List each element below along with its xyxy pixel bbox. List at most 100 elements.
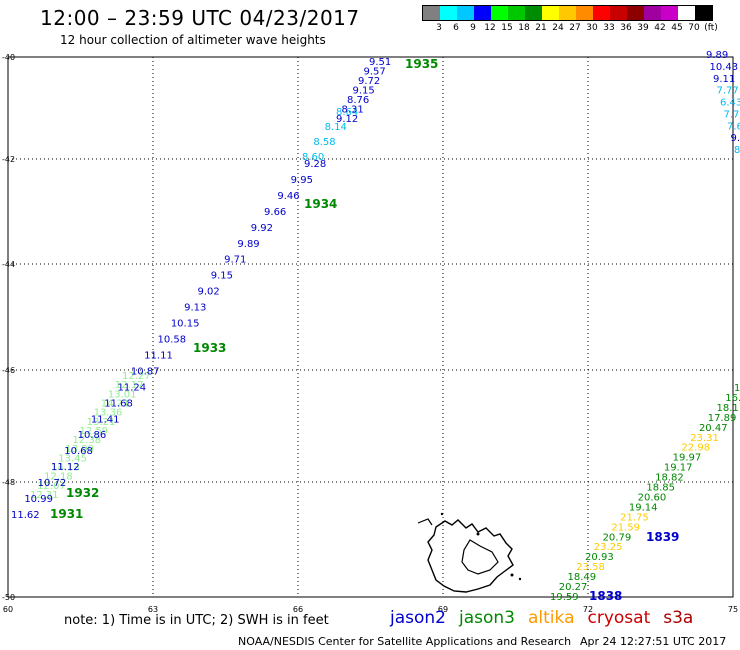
pass-time-marker: 1838: [589, 589, 622, 603]
wave-height-value: 8: [734, 145, 740, 156]
islet-outline: [417, 518, 433, 526]
wave-height-value: 21.75: [620, 512, 649, 523]
wave-height-value: 9.: [731, 133, 740, 144]
wave-height-value: 20.60: [638, 492, 667, 503]
satellite-label-altika: altika: [528, 608, 575, 628]
wave-height-value: 20.79: [603, 532, 632, 543]
legend-swatch: [559, 6, 576, 20]
islet-dot: [518, 577, 522, 581]
wave-height-value: 13.01: [108, 389, 137, 400]
legend-label: 9: [470, 23, 476, 33]
x-axis-label: 69: [438, 605, 448, 614]
wave-height-value: 23.25: [594, 542, 623, 553]
map-subtitle: 12 hour collection of altimeter wave hei…: [60, 33, 326, 47]
pass-time-marker: 1932: [66, 486, 99, 500]
wave-height-value: 19.59: [550, 592, 579, 603]
x-axis-label: 63: [148, 605, 158, 614]
wave-height-value: 9.89: [237, 239, 259, 250]
wave-height-value: 11.62: [11, 510, 40, 521]
wave-height-value: 13.21: [87, 417, 116, 428]
wave-height-value: 10.15: [171, 319, 200, 330]
legend-label: 24: [552, 23, 564, 33]
legend-swatch: [457, 6, 474, 20]
wave-height-value: 21.59: [611, 522, 640, 533]
wave-height-value: 18.82: [655, 473, 684, 484]
legend-swatch: [440, 6, 457, 20]
legend-swatch: [678, 6, 695, 20]
wave-height-value: 7.7: [724, 109, 740, 120]
satellite-label-jason2: jason2: [390, 608, 446, 628]
wave-height-value: 8.31: [342, 105, 364, 116]
wave-height-value: 17.89: [708, 413, 737, 424]
satellite-label-s3a: s3a: [663, 608, 694, 628]
legend-swatch: [644, 6, 661, 20]
wave-height-value: 20.27: [559, 582, 588, 593]
satellite-legend: jason2 jason3 altika cryosat s3a: [390, 608, 693, 628]
legend-label: 18: [518, 23, 530, 33]
legend-label: 70: [688, 23, 700, 33]
wave-height-value: 7.6: [727, 121, 740, 132]
legend-label: 21: [535, 23, 547, 33]
wave-height-value: 10.72: [38, 478, 67, 489]
legend-swatch: [525, 6, 542, 20]
wave-height-value: 11.41: [91, 414, 120, 425]
wave-height-value: 14.21: [101, 398, 130, 409]
wave-height-legend: 3 6 9 12 15 18 21 24 27 30 33 36 39 42 45 70 (ft): [422, 5, 718, 35]
wave-height-value: 12.31: [30, 490, 59, 501]
wave-height-value: 19.14: [629, 502, 658, 513]
island-interior-outline: [461, 539, 499, 575]
wave-height-value: 7.77: [717, 86, 739, 97]
wave-height-value: 18.1: [716, 403, 738, 414]
wave-height-value: 10.99: [24, 494, 53, 505]
legend-swatch: [695, 6, 712, 20]
pass-time-marker: 1935: [405, 57, 438, 71]
wave-height-value: 13.36: [94, 408, 123, 419]
satellite-label-cryosat: cryosat: [587, 608, 651, 628]
legend-labels: 3 6 9 12 15 18 21 24 27 30 33 36 39 42 45 70 (ft): [422, 21, 718, 35]
legend-label: 12: [484, 23, 496, 33]
map-title: 12:00 – 23:59 UTC 04/23/2017: [40, 6, 360, 30]
y-axis-label: -46: [2, 366, 15, 375]
wave-height-value: 9.71: [224, 255, 246, 266]
wave-height-value: 10.87: [131, 366, 160, 377]
wave-height-value: 9.51: [369, 57, 391, 68]
wave-height-value: 8.58: [313, 137, 335, 148]
legend-label: 42: [654, 23, 666, 33]
wave-height-value: 12.17: [115, 380, 144, 391]
legend-label: 30: [586, 23, 598, 33]
wave-height-value: 23.31: [690, 433, 719, 444]
wave-height-value: 9.57: [364, 67, 386, 78]
y-axis-label: -44: [2, 260, 15, 269]
legend-label: (ft): [704, 23, 718, 33]
wave-height-value: 11.12: [51, 462, 80, 473]
x-axis-label: 75: [728, 605, 738, 614]
legend-label: 3: [436, 23, 442, 33]
wave-height-value: 12.59: [80, 426, 109, 437]
islet-dot: [510, 573, 514, 577]
wave-height-value: 8.60: [302, 152, 324, 163]
legend-label: 45: [671, 23, 683, 33]
legend-swatch: [576, 6, 593, 20]
wave-height-value: 22.98: [681, 443, 710, 454]
wave-height-value: 12.27: [122, 371, 151, 382]
pass-time-marker: 1839: [646, 530, 679, 544]
wave-height-value: 8.14: [325, 122, 347, 133]
wave-height-value: 23.58: [576, 562, 605, 573]
wave-height-value: 9.15: [353, 86, 375, 97]
legend-swatch: [474, 6, 491, 20]
wave-height-value: 12.18: [44, 472, 73, 483]
wave-height-value: 19.97: [673, 453, 702, 464]
wave-height-value: 11.11: [144, 350, 173, 361]
wave-height-value: 10.43: [710, 62, 739, 73]
legend-label: 36: [620, 23, 632, 33]
wave-height-value: 16.: [725, 393, 740, 404]
islet-dot: [476, 532, 480, 536]
legend-swatch: [423, 6, 440, 20]
legend-swatch: [661, 6, 678, 20]
wave-height-value: 9.28: [304, 159, 326, 170]
x-axis-label: 60: [3, 605, 13, 614]
wave-height-value: 9.02: [197, 287, 219, 298]
y-axis-label: -42: [2, 155, 15, 164]
legend-label: 15: [501, 23, 513, 33]
